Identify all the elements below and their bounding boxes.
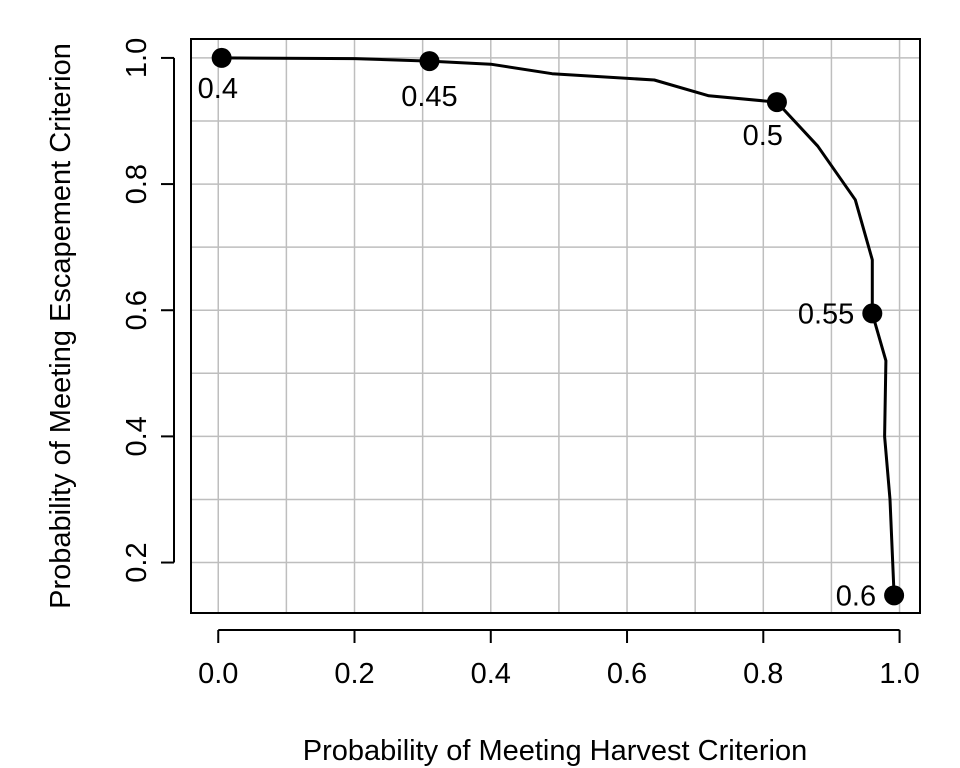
point-label: 0.4 bbox=[198, 73, 238, 105]
line-layer bbox=[221, 56, 896, 596]
y-tick-label: 0.8 bbox=[121, 164, 153, 204]
point-marker bbox=[419, 51, 440, 72]
point-label: 0.6 bbox=[836, 580, 876, 612]
point-marker bbox=[884, 585, 905, 606]
x-tick-label: 0.6 bbox=[607, 658, 647, 690]
point-label: 0.5 bbox=[743, 120, 783, 152]
x-axis: 0.0 0.2 0.4 0.6 0.8 1.0 bbox=[198, 629, 920, 690]
x-tick-label: 1.0 bbox=[879, 658, 919, 690]
y-tick-label: 0.2 bbox=[121, 542, 153, 582]
y-tick-label: 0.4 bbox=[121, 416, 153, 456]
tradeoff-curve bbox=[221, 56, 896, 596]
x-axis-title: Probability of Meeting Harvest Criterion bbox=[303, 735, 807, 767]
point-marker bbox=[766, 92, 787, 113]
point-label: 0.55 bbox=[798, 298, 854, 330]
x-tick-label: 0.8 bbox=[743, 658, 783, 690]
x-tick-label: 0.0 bbox=[198, 658, 238, 690]
plot-frame bbox=[190, 38, 921, 614]
point-marker bbox=[211, 47, 232, 68]
y-tick-label: 0.6 bbox=[121, 290, 153, 330]
grid bbox=[191, 39, 920, 613]
x-tick-label: 0.4 bbox=[471, 658, 511, 690]
y-axis: 0.2 0.4 0.6 0.8 1.0 bbox=[121, 38, 175, 583]
y-axis-title: Probability of Meeting Escapement Criter… bbox=[45, 43, 77, 609]
points-layer: 0.4 0.45 0.5 0.55 0.6 bbox=[198, 47, 905, 612]
y-tick-label: 1.0 bbox=[121, 38, 153, 78]
point-label: 0.45 bbox=[401, 81, 457, 113]
x-tick-label: 0.2 bbox=[334, 658, 374, 690]
point-marker bbox=[862, 303, 883, 324]
